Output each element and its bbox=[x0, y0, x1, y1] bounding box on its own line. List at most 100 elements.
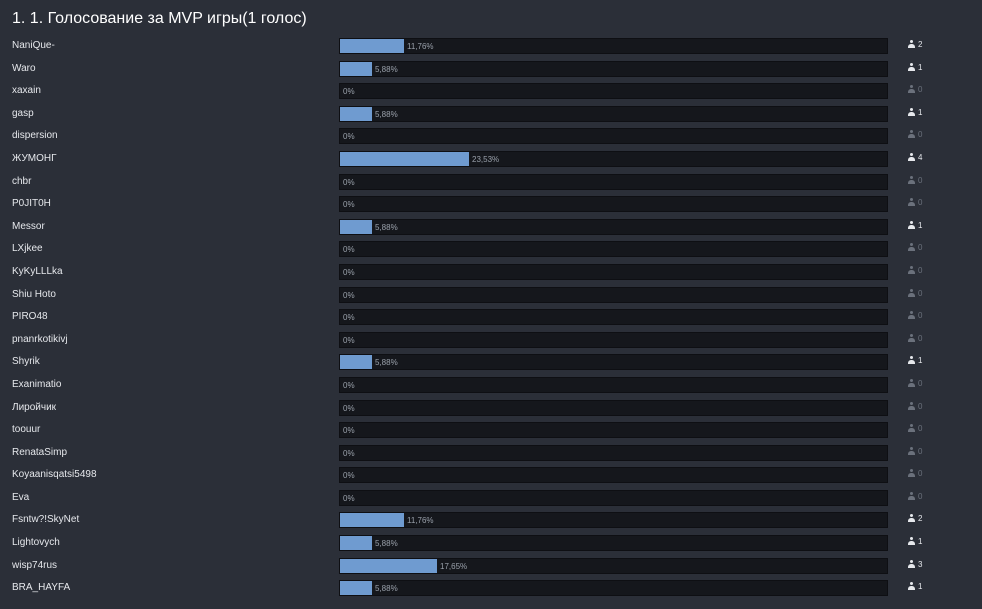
user-icon bbox=[908, 582, 915, 591]
vote-percent: 0% bbox=[343, 132, 355, 142]
option-name: PIRO48 bbox=[12, 311, 48, 323]
option-name: Eva bbox=[12, 491, 30, 503]
vote-percent: 5,88% bbox=[375, 109, 398, 119]
vote-progress-bar: 0% bbox=[339, 241, 888, 258]
vote-progress-fill bbox=[340, 513, 404, 528]
vote-percent: 11,76% bbox=[407, 516, 434, 526]
vote-progress-bar: 0% bbox=[339, 83, 888, 100]
user-icon bbox=[908, 175, 915, 184]
poll-title: 1. 1. Голосование за MVP игры(1 голос) bbox=[12, 10, 307, 27]
vote-count-value: 0 bbox=[918, 85, 923, 95]
vote-count: 0 bbox=[908, 130, 922, 139]
option-name: Exanimatio bbox=[12, 378, 62, 390]
vote-count-value: 1 bbox=[918, 220, 923, 230]
vote-count: 0 bbox=[908, 243, 922, 252]
option-name: dispersion bbox=[12, 130, 58, 142]
vote-count: 1 bbox=[908, 356, 922, 365]
vote-count-value: 2 bbox=[918, 514, 923, 524]
vote-count-value: 1 bbox=[918, 537, 923, 547]
vote-percent: 0% bbox=[343, 471, 355, 481]
vote-count: 2 bbox=[908, 514, 922, 523]
vote-progress-bar: 0% bbox=[339, 399, 888, 416]
poll-option-row: Messor 5,88% 1 bbox=[0, 217, 982, 240]
poll-option-row: Лиройчик 0% 0 bbox=[0, 398, 982, 421]
vote-percent: 0% bbox=[343, 87, 355, 97]
vote-count-value: 0 bbox=[918, 446, 923, 456]
option-name: LXjkee bbox=[12, 243, 43, 255]
poll-option-row: gasp 5,88% 1 bbox=[0, 104, 982, 127]
user-icon bbox=[908, 469, 915, 478]
vote-progress-bar: 0% bbox=[339, 331, 888, 348]
vote-progress-fill bbox=[340, 106, 372, 121]
user-icon bbox=[908, 514, 915, 523]
vote-count-value: 3 bbox=[918, 559, 923, 569]
option-name: KyKyLLLka bbox=[12, 265, 63, 277]
vote-percent: 23,53% bbox=[472, 154, 500, 164]
vote-percent: 5,88% bbox=[375, 584, 398, 594]
poll-option-row: Shyrik 5,88% 1 bbox=[0, 352, 982, 375]
vote-count-value: 1 bbox=[918, 62, 923, 72]
vote-count: 1 bbox=[908, 62, 923, 72]
vote-progress-bar: 0% bbox=[339, 286, 888, 303]
vote-progress-bar: 0% bbox=[339, 489, 888, 506]
vote-progress-fill bbox=[340, 355, 372, 370]
poll-option-row: Eva 0% 0 bbox=[0, 488, 982, 511]
vote-count: 0 bbox=[908, 311, 922, 320]
user-icon bbox=[908, 288, 915, 297]
vote-count-value: 0 bbox=[918, 265, 923, 275]
vote-progress-bar: 0% bbox=[339, 173, 888, 190]
poll-option-row: KyKyLLLka 0% 0 bbox=[0, 262, 982, 285]
vote-progress-bar: 5,88% bbox=[339, 105, 888, 122]
vote-progress-fill bbox=[340, 536, 372, 551]
user-icon bbox=[908, 378, 915, 387]
option-name: Лиройчик bbox=[12, 401, 57, 413]
vote-count-value: 1 bbox=[918, 356, 923, 366]
option-name: Shyrik bbox=[12, 356, 40, 368]
vote-count-value: 0 bbox=[918, 378, 923, 388]
vote-count: 4 bbox=[908, 152, 922, 162]
vote-percent: 5,88% bbox=[375, 358, 398, 368]
user-icon bbox=[908, 333, 915, 342]
poll-option-row: Koyaanisqatsi5498 0% 0 bbox=[0, 465, 982, 488]
vote-count-value: 0 bbox=[918, 198, 923, 208]
vote-count-value: 0 bbox=[918, 469, 923, 479]
vote-count: 0 bbox=[908, 401, 922, 411]
vote-progress-bar: 5,88% bbox=[339, 60, 888, 77]
option-name: ЖУМОНГ bbox=[12, 152, 57, 164]
vote-percent: 11,76% bbox=[407, 42, 434, 51]
poll-option-row: PIRO48 0% 0 bbox=[0, 307, 982, 330]
vote-progress-bar: 23,53% bbox=[339, 150, 888, 167]
user-icon bbox=[908, 130, 915, 139]
vote-count: 1 bbox=[908, 107, 923, 117]
poll-option-row: pnanrkotikivj 0% 0 bbox=[0, 330, 982, 353]
user-icon bbox=[908, 243, 915, 252]
vote-count-value: 1 bbox=[918, 582, 923, 592]
vote-count: 0 bbox=[908, 333, 923, 343]
vote-progress-bar: 0% bbox=[339, 467, 888, 484]
poll-option-row: toouur 0% 0 bbox=[0, 420, 982, 443]
user-icon bbox=[908, 424, 915, 433]
vote-progress-fill bbox=[340, 61, 372, 76]
poll-option-row: Shiu Hoto 0% 0 bbox=[0, 285, 982, 308]
user-icon bbox=[908, 62, 915, 71]
vote-percent: 0% bbox=[343, 493, 355, 503]
user-icon bbox=[908, 40, 915, 48]
vote-count: 0 bbox=[908, 469, 922, 478]
vote-progress-bar: 0% bbox=[339, 196, 888, 213]
poll-option-row: dispersion 0% 0 bbox=[0, 126, 982, 149]
vote-count: 1 bbox=[908, 582, 922, 591]
user-icon bbox=[908, 311, 915, 320]
vote-count: 0 bbox=[908, 424, 922, 433]
user-icon bbox=[908, 220, 915, 229]
option-name: Waro bbox=[12, 62, 36, 74]
option-name: P0JIT0H bbox=[12, 198, 51, 210]
vote-count-value: 1 bbox=[918, 107, 923, 117]
vote-progress-bar: 5,88% bbox=[339, 354, 888, 371]
vote-count: 0 bbox=[908, 288, 922, 298]
option-name: pnanrkotikivj bbox=[12, 333, 68, 345]
user-icon bbox=[908, 446, 915, 455]
user-icon bbox=[908, 491, 915, 500]
vote-count-value: 0 bbox=[918, 333, 923, 343]
vote-progress-bar: 0% bbox=[339, 444, 888, 461]
poll-option-row: xaxain 0% 0 bbox=[0, 81, 982, 104]
